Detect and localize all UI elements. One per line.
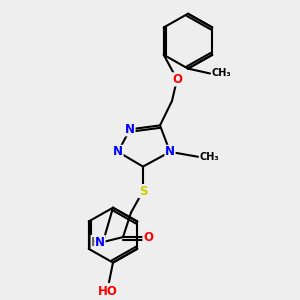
Text: N: N <box>113 146 123 158</box>
Text: O: O <box>143 231 153 244</box>
Text: N: N <box>125 123 135 136</box>
Text: CH₃: CH₃ <box>211 68 231 79</box>
Text: CH₃: CH₃ <box>199 152 219 162</box>
Text: H: H <box>91 236 101 248</box>
Text: O: O <box>172 73 182 86</box>
Text: HO: HO <box>98 285 118 298</box>
Text: N: N <box>95 236 105 248</box>
Text: N: N <box>165 146 175 158</box>
Text: S: S <box>139 184 147 198</box>
